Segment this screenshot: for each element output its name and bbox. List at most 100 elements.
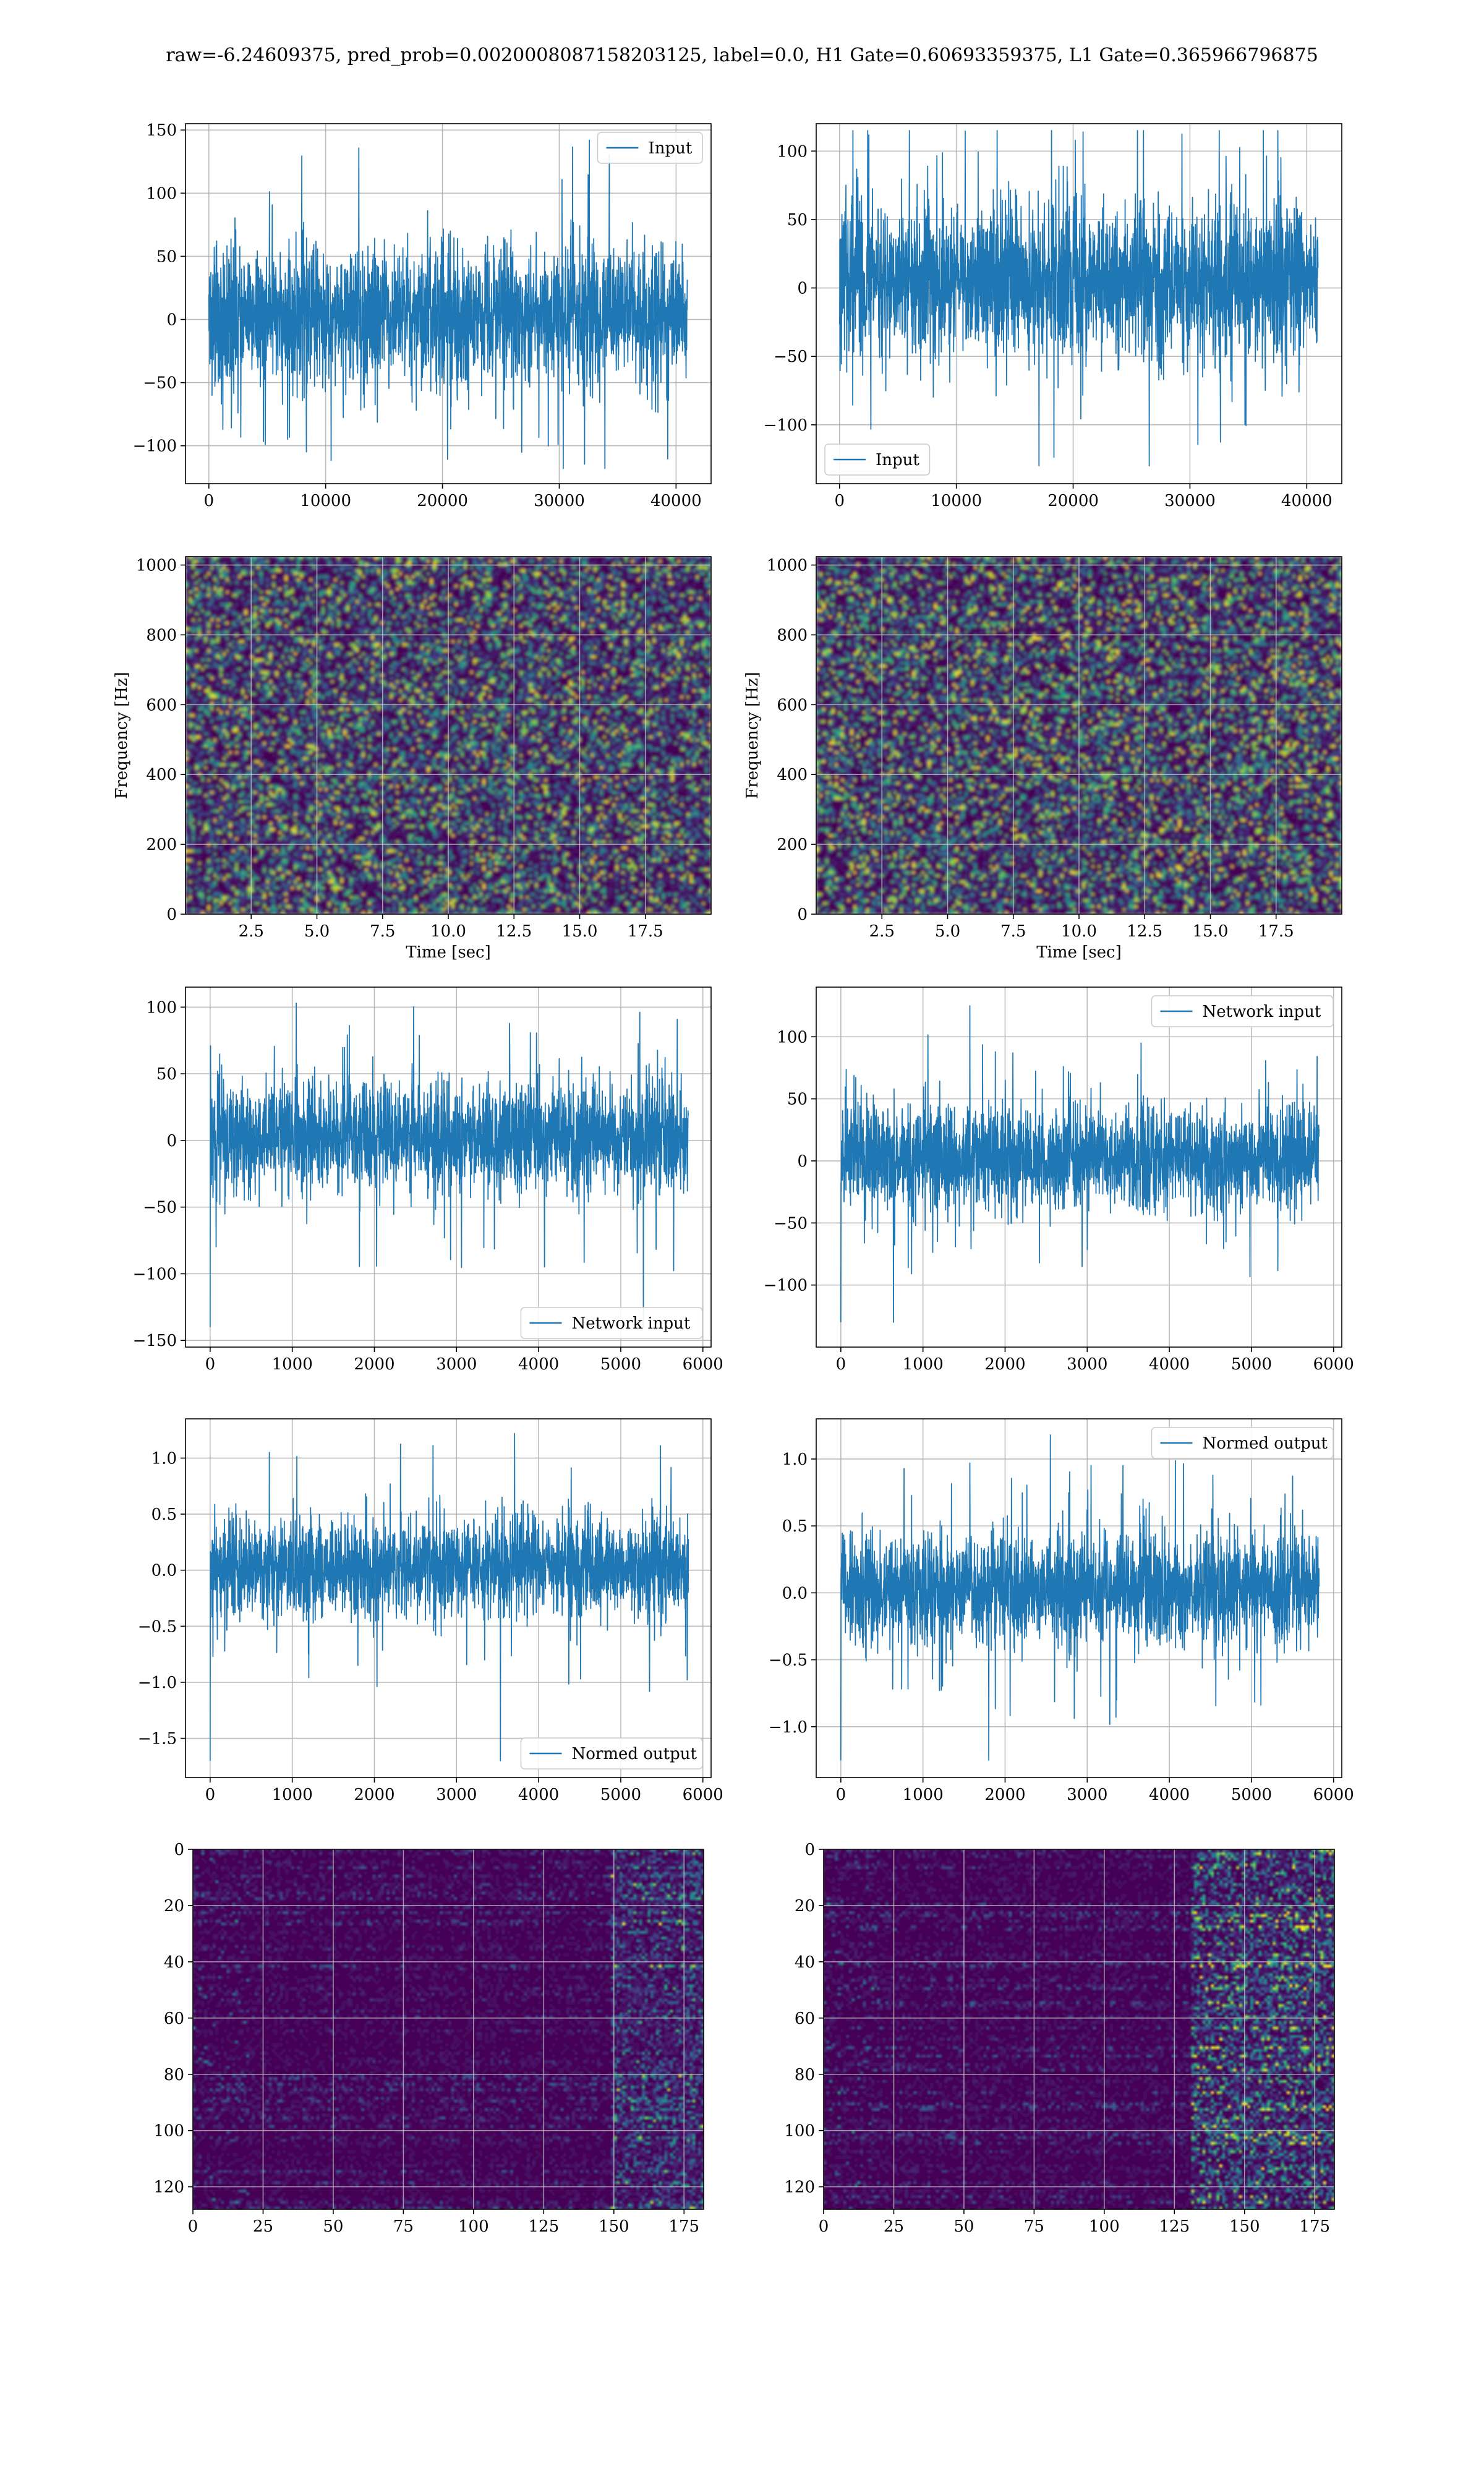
x-tick-label: 0 <box>835 492 845 510</box>
y-tick-label: −1.5 <box>138 1730 177 1748</box>
x-tick-label: 12.5 <box>1127 922 1162 941</box>
x-tick-label: 5000 <box>1231 1355 1272 1374</box>
ticks: 0 1000 2000 3000 4000 5000 6000 −150 −100 −50 0 50 1… <box>133 998 723 1374</box>
y-tick-label: −100 <box>133 437 177 456</box>
series-line <box>209 1003 689 1328</box>
x-tick-label: 2000 <box>984 1786 1025 1804</box>
legend-label: Input <box>649 139 693 158</box>
y-tick-label: −50 <box>143 1199 177 1217</box>
x-tick-label: 5000 <box>600 1786 641 1804</box>
y-tick-label: 50 <box>787 211 808 229</box>
x-tick-label: 5000 <box>1231 1786 1272 1804</box>
x-tick-label: 50 <box>953 2217 974 2236</box>
y-tick-label: 40 <box>795 1953 815 1972</box>
y-tick-label: 60 <box>795 2010 815 2028</box>
y-tick-label: 1.0 <box>151 1449 177 1468</box>
y-tick-label: 0.5 <box>782 1517 808 1536</box>
x-tick-label: 6000 <box>683 1786 723 1804</box>
legend-box <box>824 443 931 476</box>
y-tick-label: 150 <box>146 121 177 140</box>
x-tick-label: 4000 <box>1149 1786 1190 1804</box>
grid <box>823 1849 1334 2209</box>
axes-raw-h1: 0 10000 20000 30000 40000 −100 −50 0 50 100 150 Inp… <box>133 121 712 510</box>
x-tick-label: 125 <box>528 2217 559 2236</box>
x-tick-label: 2.5 <box>239 922 264 941</box>
subplots: 0 10000 20000 30000 40000−100−50050100150Inp… <box>113 121 1354 2236</box>
x-tick-label: 15.0 <box>1193 922 1229 941</box>
x-tick-label: 40000 <box>650 492 702 510</box>
y-axis-label: Frequency [Hz] <box>743 672 762 799</box>
axes-feat-l1: 0 25 50 75 100 125 150 175 0 20 40 60 80 100 120 <box>784 1841 1335 2236</box>
y-tick-label: −0.5 <box>138 1617 177 1636</box>
x-tick-label: 75 <box>393 2217 414 2236</box>
series-line <box>840 1005 1320 1323</box>
x-tick-label: 0 <box>205 1355 216 1374</box>
x-tick-label: 6000 <box>1313 1786 1354 1804</box>
axes-raw-l1: 0 10000 20000 30000 40000 −100 −50 0 50 100 Input <box>764 123 1342 510</box>
x-tick-label: 100 <box>1089 2217 1120 2236</box>
x-tick-label: 1000 <box>272 1786 313 1804</box>
x-tick-label: 0 <box>205 1786 216 1804</box>
y-tick-label: −100 <box>764 416 808 435</box>
y-tick-label: 0 <box>797 280 808 298</box>
y-tick-label: −100 <box>764 1277 808 1295</box>
x-tick-label: 20000 <box>417 492 468 510</box>
y-tick-label: 50 <box>787 1090 808 1109</box>
axes-frame <box>185 987 712 1348</box>
y-tick-label: 120 <box>153 2178 184 2197</box>
axes-frame <box>816 987 1342 1348</box>
x-tick-label: 4000 <box>518 1786 559 1804</box>
x-tick-label: 30000 <box>534 492 585 510</box>
axes-frame <box>192 1849 704 2210</box>
y-tick-label: −50 <box>774 1214 808 1233</box>
legend: Input <box>824 443 931 476</box>
ticks: 0 1000 2000 3000 4000 5000 6000 −100 −50 0 50 100 <box>764 1028 1354 1374</box>
axes-feat-h1: 0 25 50 75 100 125 150 175 0 20 40 60 80 100 120 <box>153 1841 704 2236</box>
y-tick-label: 0 <box>166 311 177 330</box>
axes-frame <box>823 1849 1335 2210</box>
legend-label: Input <box>876 451 919 469</box>
ticks: 0 1000 2000 3000 4000 5000 6000 −1.0 −0.5 0.0 0.5 1… <box>769 1450 1354 1804</box>
y-tick-label: 40 <box>164 1953 184 1972</box>
legend: Input <box>597 132 703 164</box>
x-tick-label: 0 <box>836 1355 846 1374</box>
y-tick-label: 80 <box>164 2066 184 2084</box>
x-axis-label: Time [sec] <box>1036 943 1122 962</box>
y-tick-label: −0.5 <box>769 1651 808 1670</box>
y-tick-label: 100 <box>153 2122 184 2141</box>
x-tick-label: 0 <box>188 2217 198 2236</box>
x-tick-label: 1000 <box>903 1355 944 1374</box>
y-tick-label: −150 <box>133 1332 177 1350</box>
figure-title: raw=-6.24609375, pred_prob=0.00200080871… <box>166 45 1318 66</box>
x-tick-label: 17.5 <box>628 922 663 941</box>
legend: Network input <box>1151 995 1334 1027</box>
x-tick-label: 12.5 <box>496 922 532 941</box>
y-tick-label: 50 <box>156 1065 177 1084</box>
axes-frame <box>816 123 1342 484</box>
x-tick-label: 10.0 <box>430 922 466 941</box>
y-tick-label: 120 <box>784 2178 815 2197</box>
legend-box <box>597 132 703 164</box>
axes-spec-l1: 2.5 5.0 7.5 10.0 12.5 15.0 17.5 0 200 400 600 800 10… <box>743 556 1342 962</box>
y-tick-label: 0 <box>166 905 177 924</box>
ticks: 0 10000 20000 30000 40000 −100 −50 0 50 100 <box>764 142 1333 510</box>
x-tick-label: 15.0 <box>562 922 598 941</box>
axes-norm-h1: 0 1000 2000 3000 4000 5000 6000 −1.5 −1.0 −0.5 0.0… <box>138 1418 723 1804</box>
x-tick-label: 3000 <box>436 1786 477 1804</box>
legend-box <box>1151 995 1334 1027</box>
y-tick-label: 0 <box>797 905 808 924</box>
series-line <box>838 130 1319 467</box>
legend-label: Normed output <box>572 1745 697 1763</box>
x-tick-label: 2000 <box>984 1355 1025 1374</box>
y-tick-label: −50 <box>143 374 177 393</box>
x-tick-label: 175 <box>668 2217 699 2236</box>
x-tick-label: 30000 <box>1164 492 1216 510</box>
x-tick-label: 150 <box>1229 2217 1260 2236</box>
y-tick-label: 1000 <box>767 557 808 575</box>
legend-label: Normed output <box>1203 1434 1328 1453</box>
x-tick-label: 50 <box>323 2217 343 2236</box>
x-tick-label: 125 <box>1159 2217 1190 2236</box>
y-tick-label: 100 <box>146 998 177 1017</box>
x-tick-label: 25 <box>884 2217 904 2236</box>
